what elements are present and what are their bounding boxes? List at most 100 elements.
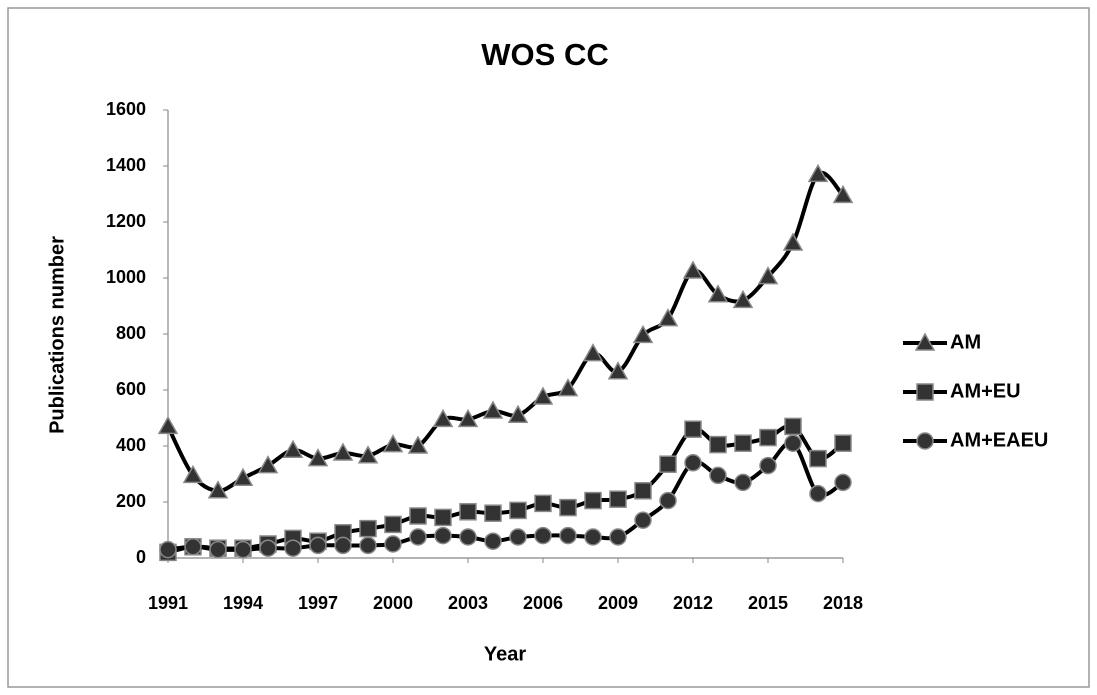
legend-marker <box>916 432 934 450</box>
data-point <box>709 435 727 454</box>
data-point <box>784 434 802 452</box>
data-point <box>707 284 729 303</box>
data-point <box>634 482 652 500</box>
series-line <box>167 423 845 555</box>
data-point <box>734 434 752 452</box>
data-point <box>607 361 629 380</box>
data-point <box>209 540 227 559</box>
data-point <box>509 501 527 520</box>
y-tick-label: 600 <box>116 379 146 399</box>
data-point <box>807 163 829 183</box>
data-point <box>834 434 852 452</box>
x-axis-title: Year <box>484 643 526 665</box>
data-point <box>484 532 502 550</box>
data-point <box>584 491 602 510</box>
y-tick-label: 1400 <box>106 155 146 175</box>
data-point <box>657 308 679 327</box>
data-point <box>409 528 427 546</box>
chart-border <box>7 7 1090 688</box>
y-tick-label: 200 <box>116 491 146 511</box>
data-point <box>584 528 602 546</box>
x-tick-label: 1997 <box>298 593 338 613</box>
x-tick-label: 2012 <box>673 593 713 613</box>
legend-label: AM+EU <box>950 380 1021 402</box>
data-point <box>357 445 379 464</box>
data-point <box>432 408 454 428</box>
data-point <box>559 526 577 545</box>
data-point <box>509 528 527 546</box>
data-point <box>732 289 754 309</box>
data-point <box>659 455 677 473</box>
data-point <box>582 343 604 362</box>
series-line <box>167 440 845 552</box>
data-point <box>784 417 802 436</box>
data-point <box>759 428 777 447</box>
legend-label: AM+EAEU <box>950 429 1048 451</box>
data-point <box>207 480 229 499</box>
legend-label: AM <box>950 331 981 353</box>
data-point <box>282 439 304 458</box>
data-point <box>734 473 752 492</box>
data-point <box>434 526 452 545</box>
data-point <box>609 528 627 546</box>
data-point <box>557 378 579 397</box>
series-line <box>166 170 845 493</box>
x-tick-label: 1991 <box>148 593 188 613</box>
chart-title: WOS CC <box>481 37 608 72</box>
data-point <box>232 467 254 486</box>
data-point <box>632 324 654 344</box>
data-point <box>284 539 302 557</box>
data-point <box>832 184 854 204</box>
data-point <box>159 540 177 559</box>
data-point <box>359 519 377 538</box>
data-point <box>534 526 552 545</box>
data-point <box>307 448 329 467</box>
y-tick-label: 400 <box>116 435 146 455</box>
data-point <box>259 539 277 557</box>
data-point <box>434 508 452 527</box>
data-point <box>184 538 202 556</box>
data-point <box>684 454 702 472</box>
legend-marker <box>914 332 936 351</box>
legend-marker <box>916 383 934 401</box>
y-tick-label: 0 <box>136 547 146 567</box>
x-tick-label: 2003 <box>448 593 488 613</box>
data-point <box>809 484 827 503</box>
data-point <box>332 442 354 461</box>
data-point <box>482 400 504 419</box>
data-point <box>759 456 777 475</box>
x-tick-label: 2018 <box>823 593 863 613</box>
data-point <box>459 503 477 521</box>
data-point <box>757 266 779 285</box>
x-tick-label: 2000 <box>373 593 413 613</box>
data-point <box>309 536 327 555</box>
x-tick-label: 2015 <box>748 593 788 613</box>
data-point <box>384 515 402 534</box>
data-point <box>382 434 404 453</box>
y-tick-label: 1000 <box>106 267 146 287</box>
y-axis-title: Publications number <box>46 236 68 434</box>
data-point <box>634 511 652 529</box>
data-point <box>532 386 554 405</box>
y-tick-label: 800 <box>116 323 146 343</box>
data-point <box>257 455 279 474</box>
data-point <box>684 420 702 438</box>
data-point <box>459 528 477 546</box>
data-point <box>407 435 429 454</box>
data-point <box>359 536 377 555</box>
data-point <box>609 490 627 508</box>
y-tick-label: 1200 <box>106 211 146 231</box>
data-point <box>659 491 677 510</box>
data-point <box>384 535 402 553</box>
data-point <box>409 507 427 525</box>
data-point <box>809 449 827 468</box>
data-point <box>709 466 727 485</box>
data-point <box>559 498 577 517</box>
data-point <box>234 540 252 559</box>
y-tick-label: 1600 <box>106 99 146 119</box>
data-point <box>484 504 502 522</box>
data-point <box>507 404 529 423</box>
data-point <box>682 260 704 279</box>
x-tick-label: 1994 <box>223 593 263 613</box>
